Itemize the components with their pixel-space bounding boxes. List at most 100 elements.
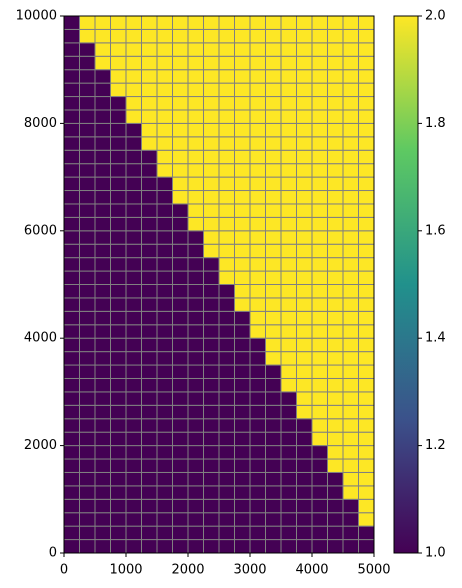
cell — [249, 216, 266, 232]
cell — [187, 418, 204, 433]
cell — [342, 471, 359, 487]
cell — [218, 257, 235, 272]
cell — [218, 230, 235, 245]
cell — [79, 216, 96, 232]
cell — [342, 82, 359, 98]
cell — [265, 377, 282, 393]
cell — [125, 136, 142, 151]
cell — [125, 525, 142, 541]
cell — [249, 418, 266, 433]
cell — [187, 122, 204, 138]
cell — [203, 270, 220, 286]
cell — [172, 28, 189, 44]
cell — [234, 431, 251, 447]
cell — [311, 364, 328, 379]
cell — [218, 216, 235, 232]
cell — [156, 82, 173, 98]
cell — [79, 163, 96, 178]
cell — [218, 297, 235, 312]
cell — [203, 445, 220, 460]
cell — [203, 337, 220, 353]
cell — [311, 284, 328, 299]
cell — [358, 445, 375, 460]
plot-frame — [63, 15, 375, 554]
cell — [218, 15, 235, 30]
cell — [342, 176, 359, 192]
cell — [311, 498, 328, 514]
cell — [172, 324, 189, 339]
cell — [280, 284, 297, 299]
cell — [280, 445, 297, 460]
cell — [94, 310, 111, 326]
cell — [187, 96, 204, 111]
cell — [110, 404, 127, 420]
cell — [203, 512, 220, 527]
cell — [63, 190, 80, 205]
cell — [249, 498, 266, 514]
cell — [358, 404, 375, 420]
cell — [156, 122, 173, 138]
cell — [172, 55, 189, 71]
cell — [358, 15, 375, 30]
colorbar-tick-label: 1.4 — [425, 331, 446, 346]
cell — [125, 498, 142, 514]
cell — [187, 257, 204, 272]
cell — [156, 284, 173, 299]
cell — [280, 485, 297, 500]
cell — [342, 284, 359, 299]
cell — [311, 203, 328, 218]
cell — [94, 418, 111, 433]
cell — [296, 55, 313, 71]
cell — [172, 122, 189, 138]
cell — [125, 364, 142, 379]
cell — [141, 122, 158, 138]
cell — [265, 539, 282, 554]
cell — [156, 28, 173, 44]
cell — [63, 284, 80, 299]
cell — [280, 418, 297, 433]
cell — [203, 324, 220, 339]
cell — [218, 431, 235, 447]
cell — [218, 122, 235, 138]
cell — [234, 15, 251, 30]
cell — [296, 498, 313, 514]
cell — [79, 243, 96, 259]
cell — [342, 55, 359, 71]
cell — [327, 418, 344, 433]
cell — [203, 458, 220, 473]
cell — [156, 203, 173, 218]
cell — [156, 445, 173, 460]
cell — [63, 82, 80, 98]
cell — [234, 176, 251, 192]
cell — [358, 55, 375, 71]
cell — [125, 404, 142, 420]
cell — [218, 539, 235, 554]
cell — [296, 203, 313, 218]
cell — [141, 176, 158, 192]
cell — [125, 243, 142, 259]
cell — [187, 163, 204, 178]
cell — [327, 364, 344, 379]
cell — [63, 122, 80, 138]
cell — [203, 498, 220, 514]
cell — [280, 431, 297, 447]
cell — [125, 485, 142, 500]
cell — [94, 203, 111, 218]
cell — [218, 377, 235, 393]
cell — [156, 337, 173, 353]
cell — [156, 55, 173, 71]
cell — [296, 324, 313, 339]
cell — [218, 28, 235, 44]
cell — [125, 351, 142, 366]
cell — [342, 28, 359, 44]
cell — [280, 498, 297, 514]
cell — [110, 377, 127, 393]
cell — [265, 512, 282, 527]
cell — [125, 96, 142, 111]
cell — [342, 203, 359, 218]
cell — [187, 297, 204, 312]
cell — [125, 297, 142, 312]
cell — [63, 69, 80, 84]
cell — [94, 163, 111, 178]
cell — [63, 377, 80, 393]
